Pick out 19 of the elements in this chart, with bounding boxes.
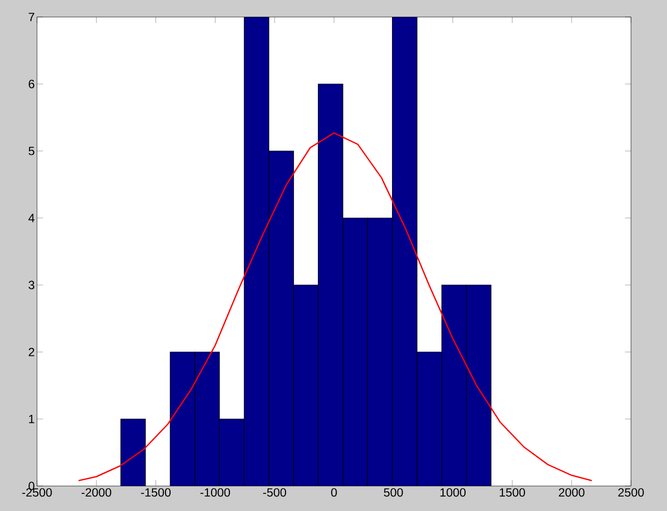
x-tick-label: -1000 — [200, 488, 230, 497]
x-tick-label: -1500 — [141, 488, 171, 497]
y-tick-label: 7 — [28, 12, 34, 22]
line-series — [78, 132, 592, 482]
y-tick-label: 5 — [28, 146, 34, 156]
y-tick-label: 4 — [28, 214, 34, 222]
x-tick-label: -2000 — [82, 488, 112, 497]
x-tick-label: 0 — [331, 488, 337, 497]
x-tick-label: 500 — [384, 488, 403, 497]
y-tick-label: 6 — [28, 80, 34, 88]
y-tick-label: 3 — [28, 280, 34, 290]
x-tick-label: -2500 — [22, 488, 52, 497]
x-tick-label: 2500 — [618, 488, 644, 497]
x-tick-label: 1000 — [440, 488, 466, 497]
y-tick-label: 1 — [29, 414, 34, 424]
x-tick-label: 1500 — [500, 488, 526, 497]
x-tick-label: -500 — [263, 488, 286, 497]
x-tick-label: 2000 — [558, 488, 584, 497]
y-tick-label: 2 — [28, 348, 34, 356]
